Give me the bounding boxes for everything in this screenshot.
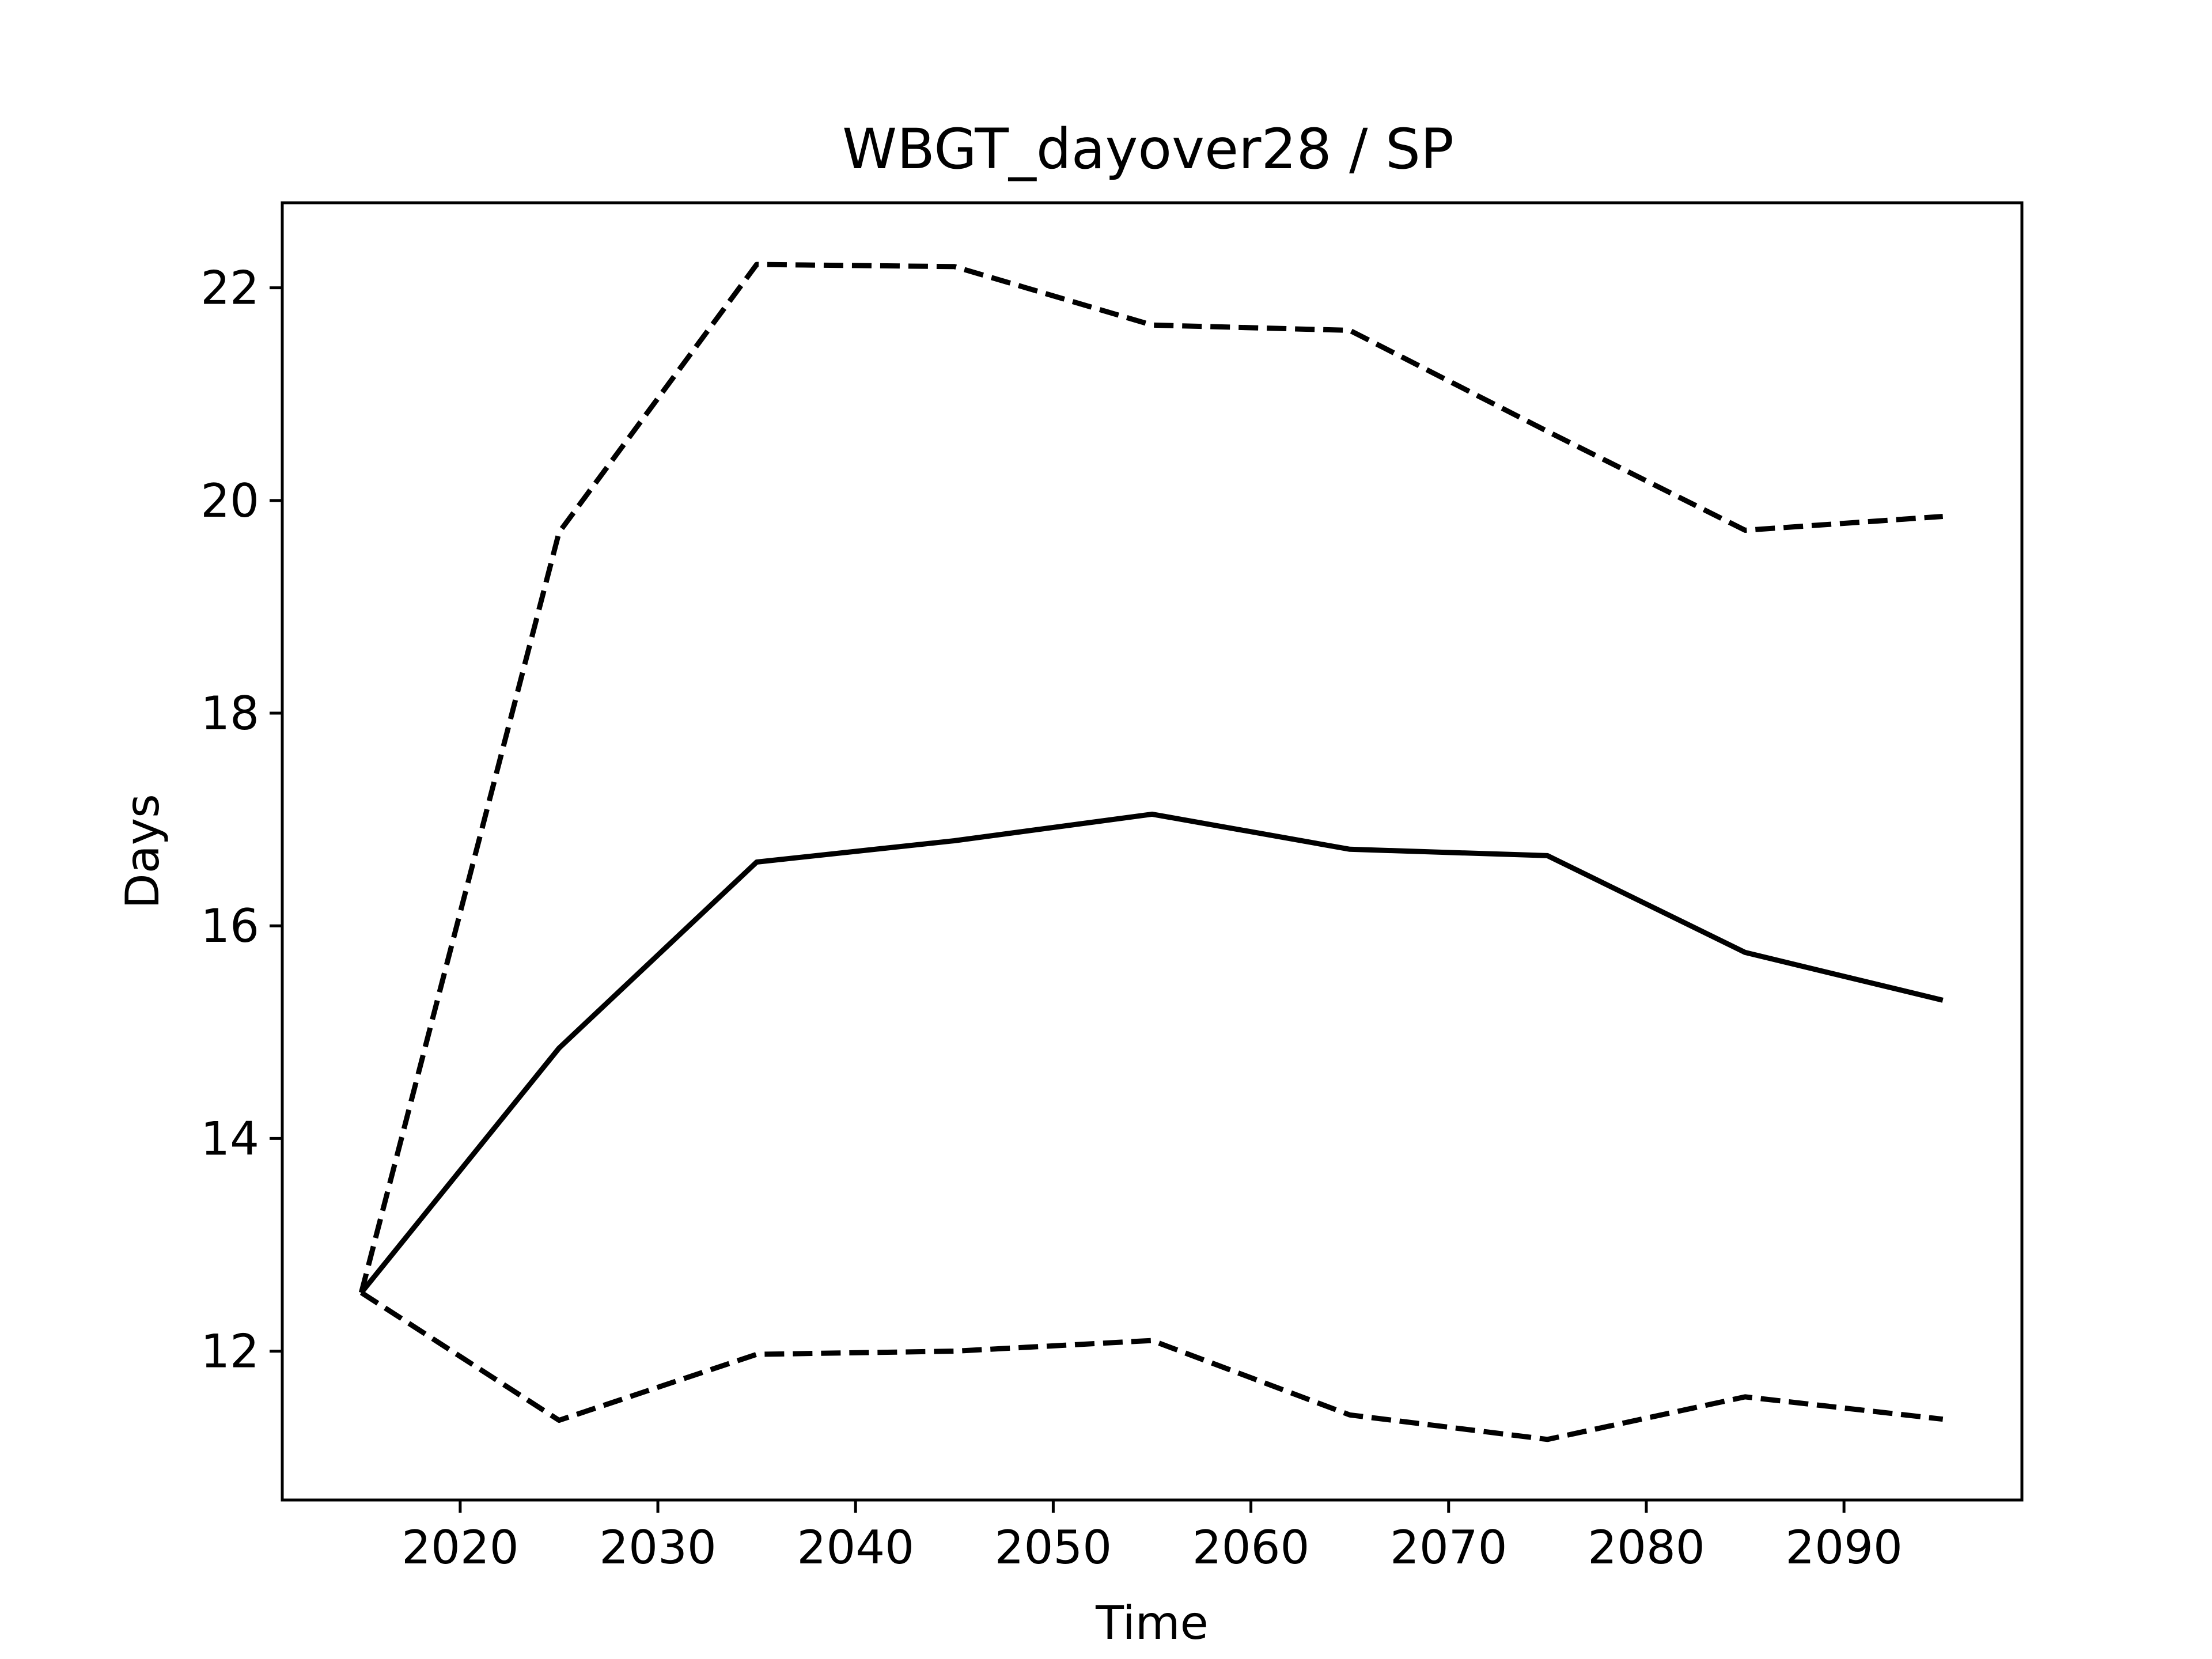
- x-tick-label-2070: 2070: [1390, 1521, 1508, 1574]
- y-tick-label-20: 20: [200, 474, 259, 528]
- y-tick-label-12: 12: [200, 1325, 259, 1378]
- x-tick-label-2040: 2040: [797, 1521, 914, 1574]
- chart-title: WBGT_dayover28 / SP: [842, 117, 1454, 181]
- x-axis-label: Time: [1095, 1596, 1209, 1650]
- x-axis: 2020 2030 2040 2050 2060 2070 2080 2090: [402, 1500, 1903, 1574]
- series-line-2-dashed: [358, 262, 1944, 1294]
- plot-frame: [281, 201, 2024, 1502]
- y-tick-label-18: 18: [200, 687, 259, 740]
- series-line-1-solid: [359, 811, 1944, 1294]
- y-tick-label-16: 16: [200, 899, 259, 953]
- x-tick-label-2030: 2030: [599, 1521, 717, 1574]
- x-tick-label-2020: 2020: [402, 1521, 519, 1574]
- y-tick-label-22: 22: [200, 262, 259, 315]
- y-tick-label-14: 14: [200, 1112, 259, 1165]
- x-tick-label-2050: 2050: [995, 1521, 1112, 1574]
- x-tick-label-2090: 2090: [1785, 1521, 1903, 1574]
- x-tick-label-2060: 2060: [1192, 1521, 1310, 1574]
- series-line-3-dashed: [359, 1290, 1944, 1442]
- series-layer: [358, 262, 1944, 1442]
- x-tick-label-2080: 2080: [1588, 1521, 1705, 1574]
- y-axis-label: Days: [116, 794, 169, 909]
- y-axis: 12 14 16 18 20 22: [200, 262, 282, 1378]
